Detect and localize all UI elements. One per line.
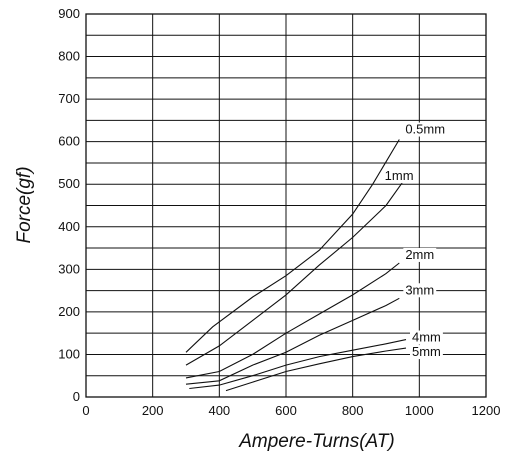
series-line-1mm [185,181,404,366]
y-tick-label: 900 [58,6,80,21]
x-tick-label: 200 [142,403,164,418]
x-tick-label: 600 [275,403,297,418]
series-label-bg [382,169,416,184]
y-tick-label: 100 [58,346,80,361]
curves [185,139,407,392]
y-tick-label: 400 [58,219,80,234]
series-label-1mm: 1mm [385,168,414,183]
series-label-0-5mm: 0.5mm [405,122,445,137]
y-tick-label: 600 [58,134,80,149]
grid [85,13,487,398]
x-tick-label: 1000 [405,403,434,418]
series-label-bg [410,330,443,345]
x-tick-label: 1200 [472,403,501,418]
y-tick-label: 700 [58,91,80,106]
series-line-2mm [185,262,400,379]
plot-frame [85,13,487,398]
y-tick-label: 800 [58,49,80,64]
y-tick-label: 500 [58,176,80,191]
series-label-bg [403,122,448,137]
series-label-4mm: 4mm [412,330,441,345]
series-label-bg [403,247,437,262]
y-tick-label: 300 [58,261,80,276]
x-tick-label: 800 [342,403,364,418]
series-line-5mm [225,347,407,392]
x-tick-label: 400 [208,403,230,418]
y-axis-title: Force(gf) [14,166,35,243]
series-line-0-5mm [185,139,400,353]
series-label-bg [410,345,443,360]
x-axis-title: Ampere-Turns(AT) [238,431,395,452]
series-label-5mm: 5mm [412,344,441,359]
y-tick-label: 0 [73,389,80,404]
series-line-4mm [189,339,407,390]
series-label-bg [403,283,437,298]
x-tick-label: 0 [82,403,89,418]
series-label-3mm: 3mm [405,282,434,297]
series-label-2mm: 2mm [405,247,434,262]
series-line-3mm [185,297,400,385]
y-tick-label: 200 [58,304,80,319]
tick-labels: 0 200 400 600 800 1000 1200 0 100 200 300 400 500 600… [58,6,500,418]
